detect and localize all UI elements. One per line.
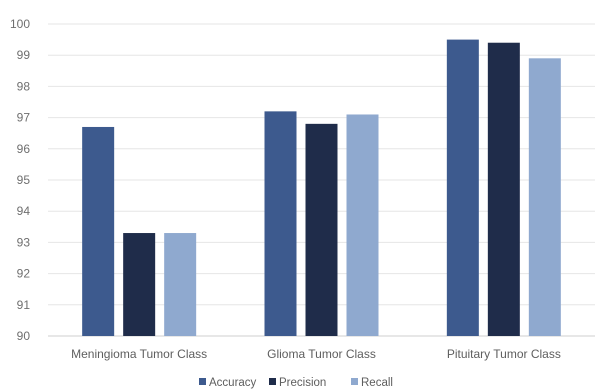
y-tick-label: 98 — [17, 79, 31, 93]
y-tick-label: 93 — [17, 235, 31, 249]
x-category-label: Glioma Tumor Class — [267, 347, 376, 361]
y-tick-label: 96 — [17, 142, 31, 156]
legend-label-precision: Precision — [279, 377, 326, 389]
bar-precision-3 — [487, 42, 520, 336]
legend-swatch-accuracy — [199, 378, 206, 385]
bar-accuracy-2 — [264, 111, 297, 336]
y-tick-label: 99 — [17, 48, 31, 62]
bar-precision-2 — [305, 123, 338, 336]
legend-swatch-recall — [351, 378, 358, 385]
y-tick-label: 91 — [17, 298, 31, 312]
y-tick-label: 94 — [17, 204, 31, 218]
y-tick-label: 97 — [17, 111, 31, 125]
legend-label-recall: Recall — [361, 377, 393, 389]
bar-accuracy-1 — [82, 126, 115, 337]
bar-accuracy-3 — [446, 39, 479, 336]
bar-recall-2 — [346, 114, 379, 336]
legend-label-accuracy: Accuracy — [209, 377, 257, 389]
y-tick-label: 95 — [17, 173, 31, 187]
x-axis-labels: Meningioma Tumor Class Glioma Tumor Class… — [71, 347, 561, 361]
x-category-label: Meningioma Tumor Class — [71, 347, 207, 361]
y-tick-label: 92 — [17, 267, 31, 281]
bar-recall-3 — [528, 58, 561, 336]
bar-recall-1 — [164, 233, 197, 336]
bar-precision-1 — [123, 233, 156, 336]
y-tick-label: 90 — [17, 329, 31, 343]
legend-swatch-precision — [269, 378, 276, 385]
y-tick-label: 100 — [10, 17, 30, 31]
y-axis-ticks: 90 91 92 93 94 95 96 97 98 99 100 — [10, 17, 30, 343]
bars — [82, 39, 561, 337]
x-category-label: Pituitary Tumor Class — [447, 347, 561, 361]
legend: Accuracy Precision Recall — [199, 377, 393, 389]
